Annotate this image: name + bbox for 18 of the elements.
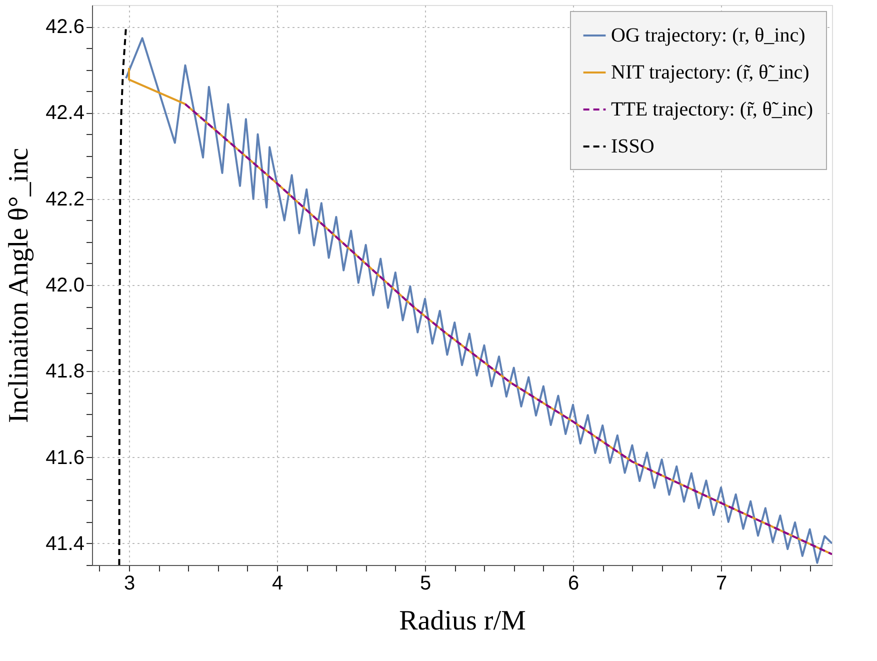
y-tick-label: 41.4 [46, 532, 84, 555]
y-tick-label: 42.4 [46, 102, 84, 124]
x-tick-label: 6 [568, 572, 580, 594]
x-tick-label: 7 [716, 572, 728, 594]
legend-label: OG trajectory: (r, θ_inc) [611, 24, 806, 46]
y-tick-label: 42.0 [46, 274, 84, 296]
x-axis-title: Radius r/M [399, 606, 526, 636]
legend-label: NIT trajectory: (r̃, θ̃_inc) [611, 62, 810, 84]
legend-label: TTE trajectory: (r̃, θ̃_inc) [611, 98, 814, 120]
y-tick-label: 42.2 [46, 188, 84, 210]
y-tick-label: 41.8 [46, 360, 84, 383]
legend-label: ISSO [611, 136, 654, 158]
y-tick-label: 41.6 [46, 446, 84, 469]
y-axis-title: Inclinaiton Angle θ°_inc [4, 148, 35, 423]
x-tick-label: 4 [272, 572, 284, 594]
y-tick-label: 42.6 [46, 16, 84, 38]
x-tick-label: 3 [124, 572, 136, 594]
x-tick-label: 5 [420, 572, 432, 594]
